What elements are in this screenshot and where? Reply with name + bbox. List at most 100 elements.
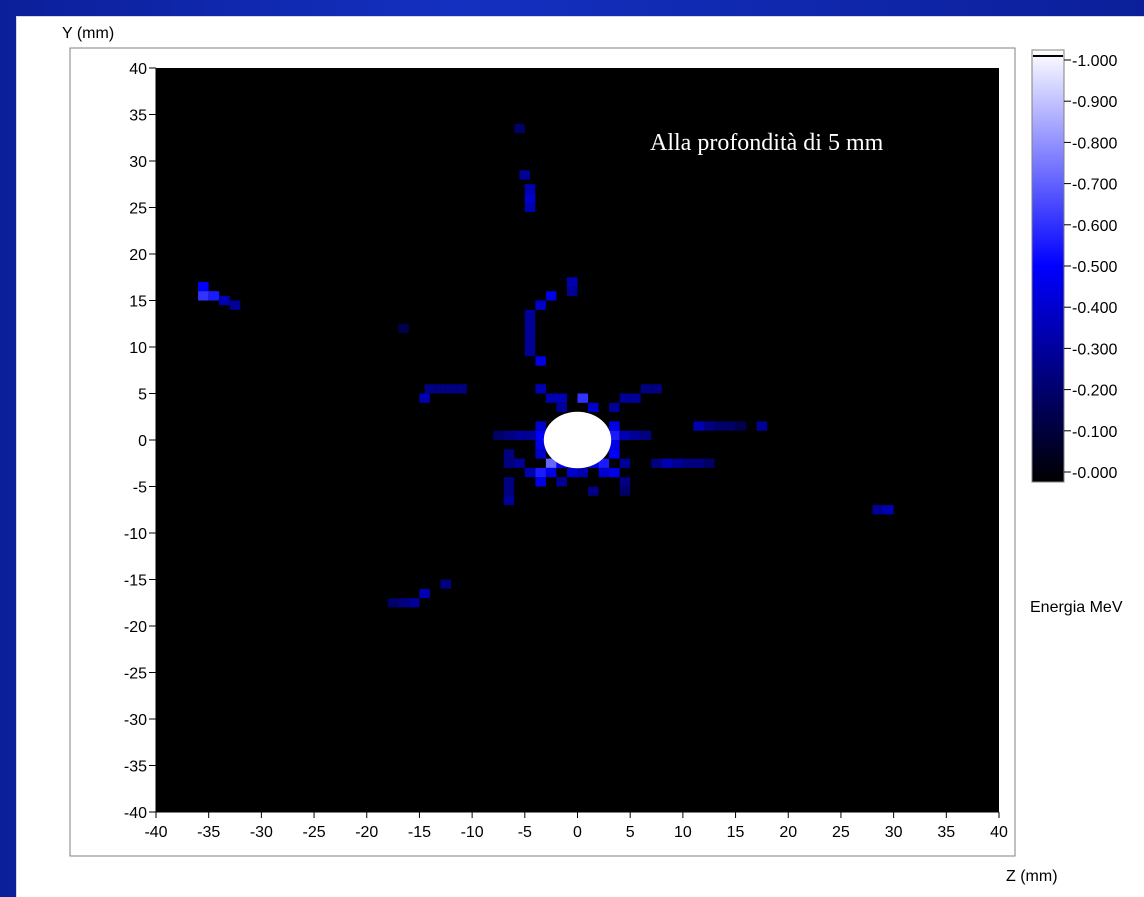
x-tick-label: 40 <box>990 824 1008 841</box>
x-tick-label: -40 <box>144 824 167 841</box>
y-tick-label: -10 <box>124 526 147 543</box>
heatmap-cell <box>577 393 588 403</box>
y-tick-label: 20 <box>129 247 147 264</box>
x-tick-label: -30 <box>250 824 273 841</box>
heatmap-cell <box>514 430 525 440</box>
heatmap-cell <box>598 467 610 478</box>
heatmap-cell <box>398 598 409 608</box>
heatmap-cell <box>630 430 641 440</box>
colorbar-tick-label: -0.000 <box>1072 465 1117 482</box>
heatmap-cells <box>198 123 894 608</box>
heatmap-cell <box>640 384 652 394</box>
heatmap-cell <box>567 467 578 478</box>
heatmap-cell <box>545 393 557 403</box>
y-tick-label: -35 <box>124 759 147 776</box>
heatmap-cell <box>609 467 620 478</box>
depth-annotation: Alla profondità di 5 mm <box>650 130 884 156</box>
heatmap-cell <box>219 295 230 306</box>
heatmap-cell <box>524 202 536 213</box>
heatmap-cell <box>577 467 588 478</box>
heatmap-cell <box>424 384 436 394</box>
heatmap-cell <box>387 598 399 608</box>
heatmap-cell <box>598 458 610 468</box>
x-tick-label: -5 <box>518 824 532 841</box>
y-tick-label: 30 <box>129 154 147 171</box>
heatmap-cell <box>419 588 430 599</box>
heatmap-cell <box>503 458 515 468</box>
heatmap-cell <box>661 458 673 468</box>
heatmap-cell <box>440 579 451 589</box>
colorbar <box>1031 49 1065 483</box>
y-tick-label: 40 <box>129 61 147 78</box>
heatmap-cell <box>503 449 515 459</box>
x-tick-label: -20 <box>355 824 378 841</box>
x-tick-label: 20 <box>779 824 797 841</box>
heatmap-cell <box>619 430 631 440</box>
colorbar-tick-label: -0.600 <box>1072 218 1117 235</box>
y-tick-label: -20 <box>124 619 147 636</box>
heatmap-cell <box>630 393 641 403</box>
heatmap-cell <box>640 430 652 440</box>
x-tick-label: 10 <box>674 824 692 841</box>
colorbar-tick-label: -0.700 <box>1072 177 1117 194</box>
x-tick-label: -35 <box>197 824 220 841</box>
heatmap-cell <box>524 193 536 203</box>
heatmap-cell <box>556 402 567 413</box>
heatmap-cell <box>651 384 662 394</box>
heatmap-cell <box>672 458 683 468</box>
y-tick-label: 35 <box>129 108 147 125</box>
heatmap-cell <box>198 281 209 292</box>
heatmap-cell <box>556 477 567 487</box>
heatmap-cell <box>524 337 536 347</box>
colorbar-tick-label: -0.300 <box>1072 341 1117 358</box>
heatmap-cell <box>524 184 536 194</box>
heatmap-cell <box>535 421 546 431</box>
heatmap-cell <box>619 477 631 487</box>
y-tick-label: -40 <box>124 805 147 822</box>
heatmap-cell <box>524 319 536 329</box>
heatmap-cell <box>545 291 557 301</box>
y-tick-label: -30 <box>124 712 147 729</box>
heatmap-cell <box>588 486 599 496</box>
heatmap-cell <box>588 402 599 413</box>
colorbar-tick-label: -0.100 <box>1072 424 1117 441</box>
heatmap-cell <box>535 467 546 478</box>
colorbar-tick-label: -0.500 <box>1072 259 1117 276</box>
heatmap-cell <box>535 449 546 459</box>
y-axis: 40 35 30 25 20 15 10 5 0 -5 -10 -15 -20 -25 -30 -35 -40 <box>124 61 157 822</box>
y-axis-label: Y (mm) <box>62 25 114 42</box>
heatmap-cell <box>514 458 525 468</box>
colorbar-ticks: -1.000 -0.900 -0.800 -0.700 -0.600 -0.500 -0.4… <box>1033 53 1117 482</box>
y-tick-label: 15 <box>129 294 147 311</box>
heatmap-cell <box>619 458 631 468</box>
heatmap-cell <box>619 393 631 403</box>
heatmap-cell <box>535 300 546 310</box>
heatmap-cell <box>229 300 241 310</box>
heatmap-cell <box>503 477 515 487</box>
heatmap-cell <box>535 356 546 366</box>
heatmap-cell <box>682 458 694 468</box>
heatmap-cell <box>445 384 457 394</box>
heatmap-cell <box>545 458 557 468</box>
x-tick-label: 25 <box>832 824 850 841</box>
x-tick-label: -15 <box>408 824 431 841</box>
x-tick-label: 5 <box>626 824 635 841</box>
heatmap-cell <box>693 458 704 468</box>
x-tick-label: -25 <box>303 824 326 841</box>
heatmap-cell <box>503 430 515 440</box>
heatmap-cell <box>208 291 220 301</box>
heatmap-cell <box>609 449 620 459</box>
y-tick-label: 25 <box>129 201 147 218</box>
colorbar-tick-label: -0.800 <box>1072 135 1117 152</box>
heatmap-cell <box>524 328 536 338</box>
heatmap-cell <box>503 486 515 496</box>
heatmap-cell <box>756 421 768 431</box>
x-tick-label: 30 <box>885 824 903 841</box>
x-tick-label: -10 <box>461 824 484 841</box>
heatmap-cell <box>883 505 894 515</box>
heatmap-cell <box>503 495 515 506</box>
y-tick-label: 5 <box>138 387 147 404</box>
heatmap-cell <box>556 393 567 403</box>
y-tick-label: -15 <box>124 573 147 590</box>
colorbar-label: Energia MeV <box>1030 599 1123 616</box>
